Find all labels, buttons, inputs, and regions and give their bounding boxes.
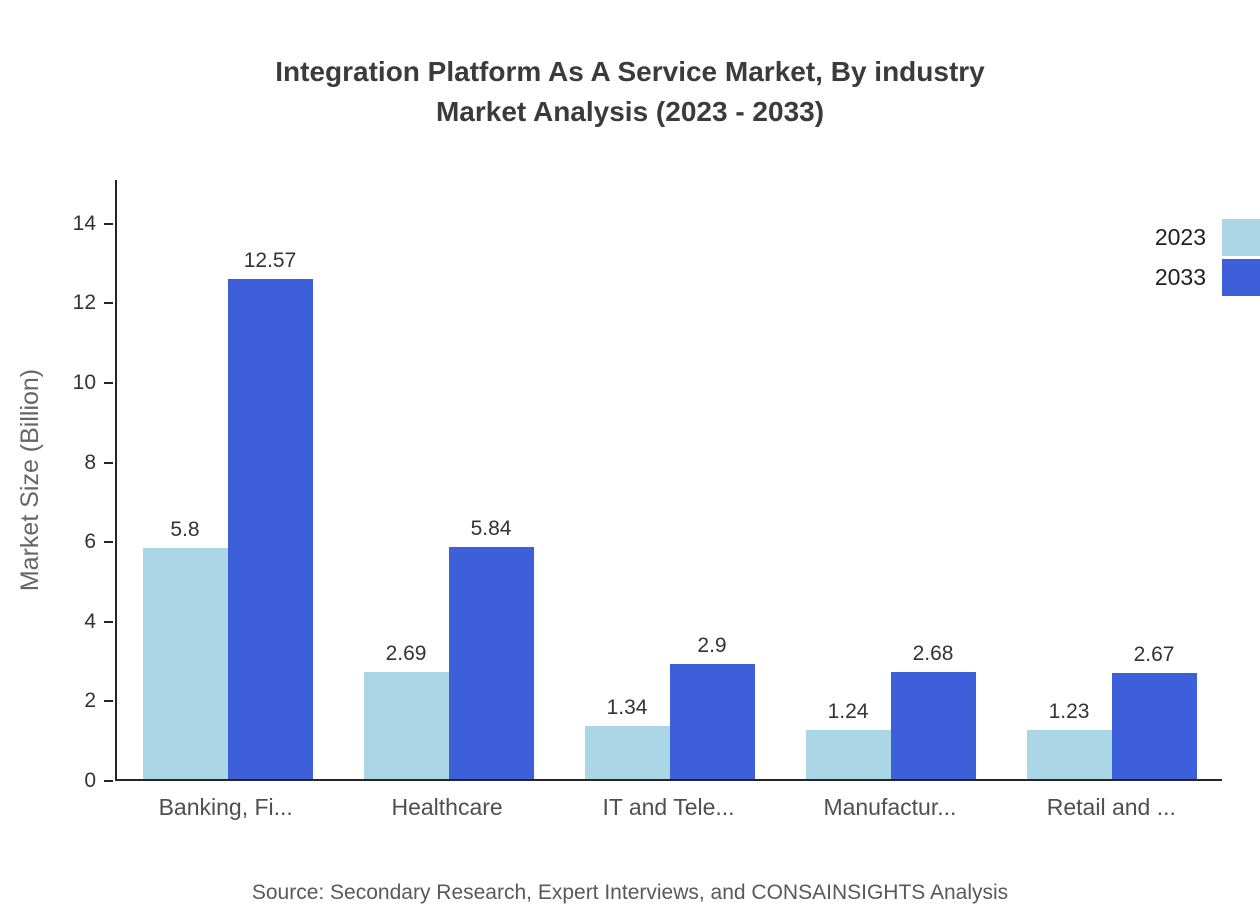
y-tick-label: 14 [72, 211, 96, 235]
x-category-label: Manufactur... [823, 794, 957, 820]
bar-group: 5.8 12.57 [117, 180, 338, 779]
bar-2023 [142, 548, 228, 779]
bar-value-label: 5.8 [170, 518, 200, 542]
y-tick-mark [104, 302, 113, 305]
y-tick-label: 8 [84, 450, 96, 474]
bar-column: 2.9 [669, 180, 755, 779]
bar-groups: 5.8 12.57 2.69 5.84 1.34 2.9 1.24 2.68 1.23 2.67 [117, 180, 1222, 779]
legend-item-2023: 2023 [1155, 219, 1260, 256]
bar-column: 5.8 [142, 180, 228, 779]
bar-column: 1.34 [584, 180, 670, 779]
bar-value-label: 2.67 [1133, 642, 1175, 666]
legend-item-2033: 2033 [1155, 259, 1260, 296]
bar-column: 2.67 [1111, 180, 1197, 779]
x-category-label: Banking, Fi... [158, 794, 293, 820]
bar-2023 [584, 725, 670, 779]
chart-title-line2: Market Analysis (2023 - 2033) [435, 96, 825, 127]
chart-title: Integration Platform As A Service Market… [0, 52, 1260, 132]
y-tick-mark [104, 700, 113, 703]
y-tick-mark [104, 620, 113, 623]
y-tick-label: 2 [84, 689, 96, 713]
bar-2033 [1111, 672, 1197, 779]
chart-title-line1: Integration Platform As A Service Market… [275, 56, 985, 87]
bar-value-label: 2.69 [385, 641, 427, 665]
x-category-label: Retail and ... [1046, 794, 1176, 820]
y-tick-mark [104, 222, 113, 225]
y-tick-mark [104, 541, 113, 544]
y-tick-label: 6 [84, 530, 96, 554]
bar-group: 1.24 2.68 [780, 180, 1001, 779]
bar-value-label: 2.9 [697, 633, 727, 657]
bar-2033 [448, 546, 534, 779]
plot-area: 5.8 12.57 2.69 5.84 1.34 2.9 1.24 2.68 1.23 2.67 [115, 180, 1222, 781]
legend-series-label: 2033 [1154, 264, 1206, 290]
bar-column: 1.23 [1026, 180, 1112, 779]
y-tick-label: 10 [72, 370, 96, 394]
bar-group: 1.34 2.9 [559, 180, 780, 779]
y-axis-label: Market Size (Billion) [16, 368, 44, 592]
y-tick-label: 12 [72, 291, 96, 315]
bar-2033 [227, 278, 313, 779]
bar-2033 [669, 663, 755, 779]
source-note: Source: Secondary Research, Expert Inter… [251, 881, 1009, 904]
bar-column: 5.84 [448, 180, 534, 779]
y-tick-mark [104, 381, 113, 384]
bar-group: 1.23 2.67 [1001, 180, 1222, 779]
y-tick-label: 0 [84, 769, 96, 792]
bar-2023 [805, 729, 891, 779]
legend: 2023 2033 [1155, 219, 1260, 296]
x-category-label: Healthcare [391, 794, 503, 820]
bar-column: 1.24 [805, 180, 891, 779]
bar-value-label: 1.23 [1048, 700, 1090, 724]
y-tick-mark [104, 461, 113, 464]
legend-swatch [1222, 219, 1260, 256]
legend-series-label: 2023 [1154, 224, 1206, 250]
legend-swatch [1222, 259, 1260, 296]
bar-value-label: 1.24 [827, 699, 869, 723]
y-tick-label: 4 [84, 609, 96, 633]
bar-value-label: 2.68 [912, 642, 954, 666]
x-axis-category-labels: Banking, Fi... Healthcare IT and Tele... Ma… [115, 794, 1222, 821]
bar-2033 [890, 672, 976, 779]
x-category-label: IT and Tele... [602, 794, 735, 820]
bar-value-label: 5.84 [470, 516, 512, 540]
bar-value-label: 12.57 [243, 248, 297, 272]
y-tick-mark [104, 780, 113, 782]
bar-group: 2.69 5.84 [338, 180, 559, 779]
bar-value-label: 1.34 [606, 695, 648, 719]
bar-column: 2.69 [363, 180, 449, 779]
bar-2023 [363, 671, 449, 779]
bar-column: 2.68 [890, 180, 976, 779]
bar-column: 12.57 [227, 180, 313, 779]
bar-2023 [1026, 730, 1112, 779]
